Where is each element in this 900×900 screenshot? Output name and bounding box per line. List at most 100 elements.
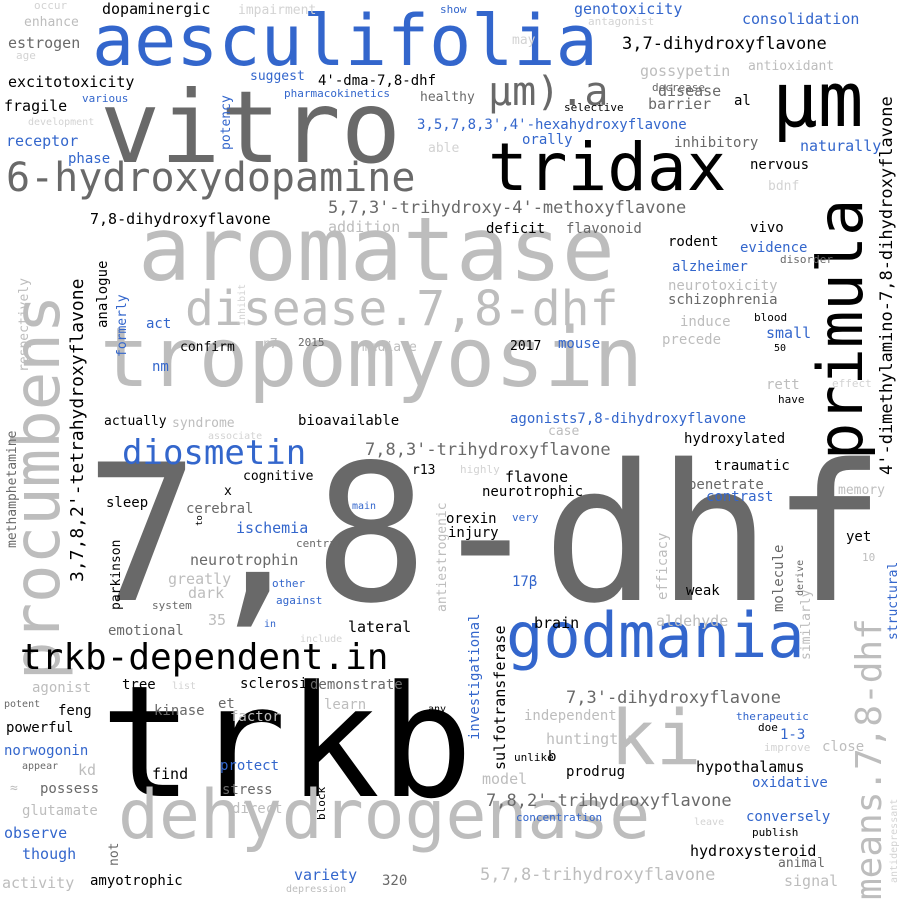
word-unlike: unlike (514, 751, 554, 764)
word-5-7-3-trihydroxy-4-methoxyflavone: 5,7,3'-trihydroxy-4'-methoxyflavone (328, 198, 687, 218)
word-cerebral: cerebral (186, 501, 254, 517)
word-development: development (28, 117, 95, 128)
word-r7: r7 (262, 337, 278, 352)
word-stress: stress (222, 782, 273, 798)
word-sclerosis: sclerosis (240, 676, 316, 692)
word-animal: animal (778, 856, 825, 871)
word-genotoxicity: genotoxicity (574, 0, 683, 18)
word-signal: signal (784, 872, 839, 890)
word-amyotrophic: amyotrophic (90, 873, 183, 889)
word-not: not (107, 842, 122, 866)
word-inhibit: inhibit (237, 283, 248, 326)
word-et: et (218, 696, 235, 712)
word-oxidative: oxidative (752, 775, 828, 791)
word-system: system (152, 599, 192, 612)
word-x: x (224, 484, 232, 499)
word-7-8-2-trihydroxyflavone: 7,8,2'-trihydroxyflavone (486, 791, 732, 811)
word-show: show (440, 3, 467, 16)
word-direct: direct (232, 801, 283, 817)
word-brain: brain (534, 614, 580, 632)
word-inhibitory: inhibitory (674, 135, 759, 151)
word-able: able (428, 141, 460, 156)
word-in: in (264, 619, 277, 630)
word-potent: potent (4, 699, 41, 710)
word-may: may (512, 33, 536, 48)
word-antidepressant: antidepressant (889, 798, 900, 883)
word-parkinson: parkinson (109, 539, 124, 610)
word-observe: observe (4, 824, 68, 842)
word-trkb-dependent-in: trkb-dependent.in (20, 637, 389, 678)
word-model: model (482, 770, 528, 788)
word-pharmacokinetics: pharmacokinetics (284, 87, 390, 100)
word-similarly: similarly (799, 589, 814, 660)
word-huntington: huntington (546, 730, 637, 748)
word-any: any (428, 704, 447, 715)
word-methamphetamine: methamphetamine (5, 430, 20, 548)
word-ischemia: ischemia (236, 519, 309, 537)
word-7-3-dihydroxyflavone: 7,3'-dihydroxyflavone (566, 688, 781, 708)
word-agonist: agonist (32, 680, 92, 696)
word-demonstrate: demonstrate (310, 677, 403, 693)
word-weak: weak (686, 583, 720, 599)
word-7-8-dhf: 7,8-dhf (85, 424, 886, 645)
word-1-3: 1-3 (780, 727, 806, 743)
word-bioavailable: bioavailable (298, 413, 400, 429)
word-3-7-8-2-tetrahydroxyflavone: 3,7,8,2'-tetrahydroxyflavone (67, 278, 88, 582)
word-yet: yet (846, 529, 872, 545)
word-flavone: flavone (505, 468, 569, 486)
word-enhance: enhance (24, 15, 79, 30)
word-decrease: decrease (652, 81, 705, 94)
word-main: main (352, 501, 377, 512)
word-various: various (82, 92, 129, 105)
word-glyph-176: ≈ (10, 781, 18, 796)
word-find: find (152, 765, 189, 783)
word-depression: depression (286, 884, 347, 895)
word-diosmetin: diosmetin (122, 433, 307, 473)
word-structural: structural (886, 561, 900, 640)
word-flavonoid: flavonoid (566, 221, 642, 237)
word-block: block (315, 786, 328, 820)
word-independent: independent (524, 708, 617, 724)
word-effect: effect (832, 377, 872, 390)
word-deficit: deficit (486, 221, 546, 237)
word-3-7-dihydroxyflavone: 3,7-dihydroxyflavone (622, 34, 827, 54)
word-close: close (822, 739, 865, 755)
word-disease-7-8-dhf: disease.7,8-dhf (185, 281, 619, 337)
word-bdnf: bdnf (768, 179, 800, 194)
word-kd: kd (78, 761, 97, 779)
word-m-a: µm).a (488, 69, 609, 115)
word-variety: variety (294, 866, 358, 884)
word-2015: 2015 (298, 336, 325, 349)
word-syndrome: syndrome (172, 416, 235, 431)
word-greatly: greatly (168, 570, 232, 588)
word-6-hydroxydopamine: 6-hydroxydopamine (6, 155, 416, 201)
word-disorder: disorder (780, 253, 833, 266)
word-list: list (172, 681, 197, 692)
word-dehydrogenase: dehydrogenase (118, 776, 651, 855)
word-selective: selective (564, 101, 624, 114)
word-penetrate: penetrate (688, 477, 764, 493)
word-dark: dark (188, 584, 225, 602)
word-publish: publish (752, 826, 799, 839)
word-primula: primula (804, 198, 877, 460)
word-molecule: molecule (771, 544, 787, 612)
word-precede: precede (662, 332, 722, 348)
word-gossypetin: gossypetin (640, 62, 731, 80)
word-b: b (548, 749, 557, 765)
word-therapeutic: therapeutic (736, 710, 809, 723)
word-neurotrophic: neurotrophic (482, 484, 584, 500)
word-kinase: kinase (154, 703, 205, 719)
word-tree: tree (122, 677, 156, 693)
word-barrier: barrier (648, 95, 712, 113)
word-concentration: concentration (516, 811, 603, 824)
word-against: against (276, 594, 323, 607)
word-excitotoxicity: excitotoxicity (8, 73, 135, 91)
word-have: have (778, 393, 805, 406)
word-improve: improve (764, 741, 811, 754)
word-aldehyde: aldehyde (656, 612, 729, 630)
word-receptor: receptor (6, 132, 79, 150)
word-small: small (766, 324, 812, 342)
word-rett: rett (766, 377, 800, 393)
word-vitro: vitro (100, 69, 402, 186)
